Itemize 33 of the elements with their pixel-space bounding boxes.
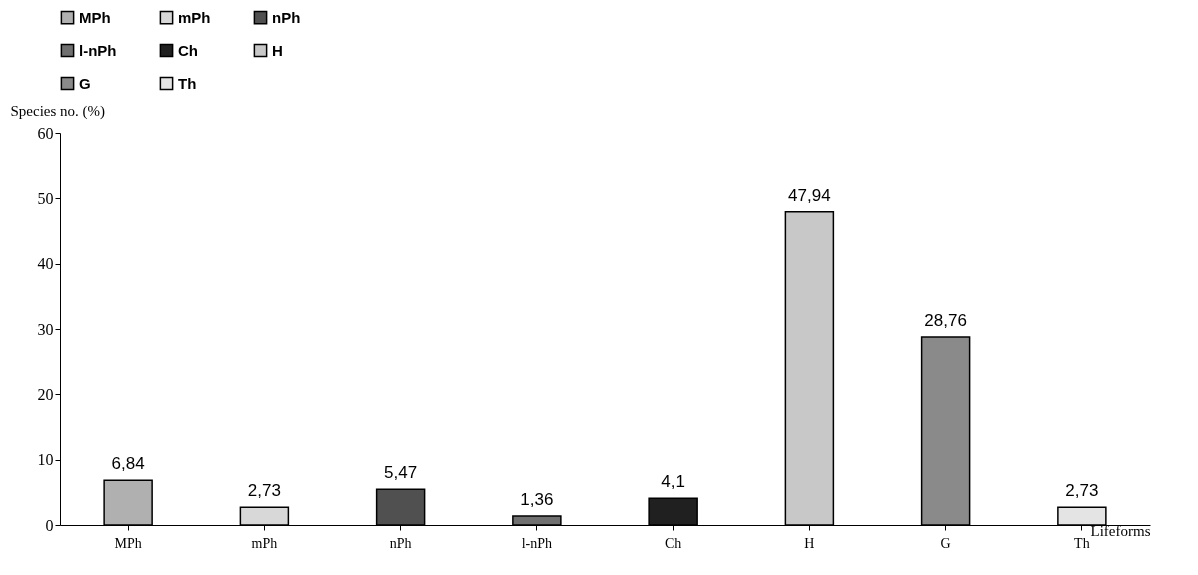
legend-label: l-nPh (79, 41, 117, 59)
data-label: 2,73 (1065, 481, 1099, 501)
y-tick-label: 40 (37, 255, 54, 273)
data-label: 4,1 (661, 472, 685, 492)
x-tick-label: l-nPh (521, 535, 553, 551)
data-label: 1,36 (520, 490, 554, 510)
y-tick-label: 50 (37, 189, 54, 207)
x-tick-label: H (804, 535, 815, 551)
x-tick-label: G (940, 535, 951, 551)
legend-label: G (79, 74, 91, 92)
data-label: 47,94 (788, 185, 831, 205)
x-tick-label: Th (1074, 535, 1090, 551)
x-tick-label: nPh (389, 535, 412, 551)
legend-label: H (272, 41, 283, 59)
data-label: 5,47 (384, 463, 418, 483)
x-axis-title: Lifeforms (1090, 522, 1151, 539)
y-tick-label: 10 (37, 451, 54, 469)
legend-label: Ch (178, 41, 198, 59)
x-tick-label: mPh (251, 535, 278, 551)
data-label: 6,84 (111, 454, 145, 474)
legend-label: mPh (178, 8, 211, 26)
legend-label: nPh (272, 8, 301, 26)
y-tick-label: 60 (37, 124, 54, 142)
x-tick-label: MPh (114, 535, 142, 551)
x-tick-label: Ch (664, 535, 682, 551)
data-label: 28,76 (924, 311, 967, 331)
data-label: 2,73 (247, 481, 281, 501)
y-axis-title: Species no. (%) (10, 102, 106, 120)
legend-label: Th (178, 74, 197, 92)
y-tick-label: 30 (37, 320, 54, 338)
y-tick-label: 0 (45, 516, 54, 534)
legend-label: MPh (79, 8, 111, 26)
y-tick-label: 20 (37, 385, 54, 403)
